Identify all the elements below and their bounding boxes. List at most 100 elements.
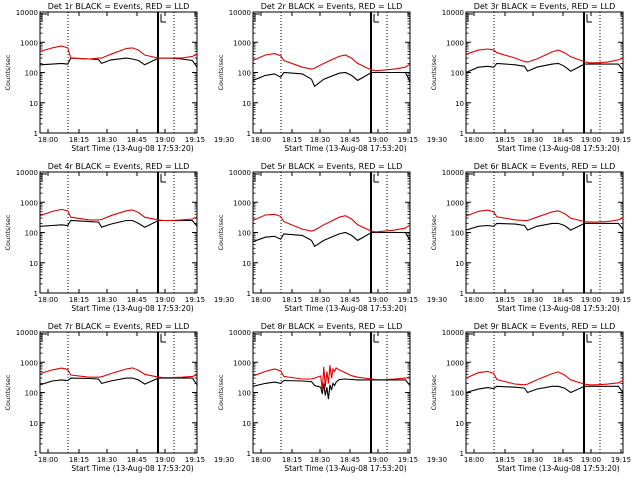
y-axis-label: Counts/sec <box>430 374 438 410</box>
y-tick-label: 10 <box>29 100 38 108</box>
x-tick-label: 18:30 <box>97 456 117 464</box>
series-line-lld <box>39 367 198 379</box>
y-tick-label: 10000 <box>442 9 464 17</box>
flag-marker-left <box>467 13 473 22</box>
flag-marker-right <box>373 334 379 343</box>
x-tick-label: 19:30 <box>427 296 447 304</box>
x-tick-label: 18:45 <box>127 136 147 144</box>
plot-frame <box>465 171 624 294</box>
x-tick-label: 19:15 <box>398 456 418 464</box>
plot-frame <box>252 331 411 454</box>
y-tick-label: 1 <box>247 130 251 138</box>
x-tick-label: 18:15 <box>69 296 89 304</box>
x-tick-label: 18:30 <box>97 296 117 304</box>
panel-title: Det 5r BLACK = Events, RED = LLD <box>261 162 403 171</box>
series-line-events <box>252 231 411 248</box>
y-axis-label: Counts/sec <box>430 214 438 250</box>
x-tick-label: 19:30 <box>427 136 447 144</box>
x-tick-label: 18:30 <box>310 296 330 304</box>
panel-det-3: Det 3r BLACK = Events, RED = LLD 1 10 100 10… <box>430 2 640 153</box>
y-tick-label: 10 <box>242 260 251 268</box>
x-tick-label: 19:00 <box>581 136 601 144</box>
x-tick-label: 18:30 <box>97 136 117 144</box>
y-tick-label: 10000 <box>229 169 251 177</box>
plot-frame <box>39 11 198 134</box>
x-axis-label: Start Time (13-Aug-08 17:53:20) <box>71 144 193 153</box>
x-tick-label: 18:45 <box>553 136 573 144</box>
panel-title: Det 7r BLACK = Events, RED = LLD <box>48 322 190 331</box>
y-tick-label: 1 <box>34 450 38 458</box>
y-tick-label: 10000 <box>16 169 38 177</box>
x-tick-label: 18:45 <box>340 456 360 464</box>
series-line-events <box>39 219 198 228</box>
panel-title: Det 1r BLACK = Events, RED = LLD <box>48 2 190 11</box>
x-tick-label: 18:15 <box>69 456 89 464</box>
x-tick-label: 19:15 <box>185 136 205 144</box>
flag-marker-left <box>254 173 260 182</box>
panel-title: Det 8r BLACK = Events, RED = LLD <box>261 322 403 331</box>
y-axis-label: Counts/sec <box>4 214 12 250</box>
x-tick-label: 18:00 <box>464 136 484 144</box>
y-tick-label: 10000 <box>229 9 251 17</box>
x-tick-label: 19:00 <box>368 296 388 304</box>
x-axis-label: Start Time (13-Aug-08 17:53:20) <box>497 304 619 313</box>
y-tick-label: 10000 <box>16 329 38 337</box>
y-tick-label: 1000 <box>20 199 38 207</box>
x-tick-label: 19:15 <box>185 296 205 304</box>
x-tick-label: 19:00 <box>368 456 388 464</box>
y-tick-label: 1000 <box>446 199 464 207</box>
series-line-lld <box>39 208 198 222</box>
x-tick-label: 18:45 <box>340 296 360 304</box>
y-axis-label: Counts/sec <box>4 374 12 410</box>
y-tick-label: 1000 <box>20 39 38 47</box>
panel-det-1: Det 1r BLACK = Events, RED = LLD 1 10 100 10… <box>4 2 234 153</box>
y-tick-label: 10 <box>242 420 251 428</box>
flag-marker-right <box>373 174 379 183</box>
x-tick-label: 19:00 <box>581 456 601 464</box>
x-tick-label: 19:15 <box>398 136 418 144</box>
x-tick-label: 19:00 <box>155 456 175 464</box>
y-axis-label: Counts/sec <box>430 54 438 90</box>
flag-marker-left <box>41 13 47 22</box>
series-line-events <box>252 71 411 88</box>
x-tick-label: 18:15 <box>495 456 515 464</box>
x-tick-label: 18:15 <box>495 296 515 304</box>
series-line-events <box>465 222 624 231</box>
x-tick-label: 19:30 <box>214 136 234 144</box>
x-tick-label: 18:30 <box>523 456 543 464</box>
x-tick-label: 18:15 <box>69 136 89 144</box>
flag-marker-left <box>41 173 47 182</box>
flag-marker-left <box>254 13 260 22</box>
y-tick-label: 10 <box>455 420 464 428</box>
x-tick-label: 18:00 <box>38 296 58 304</box>
x-axis-label: Start Time (13-Aug-08 17:53:20) <box>284 304 406 313</box>
series-line-lld <box>465 48 624 64</box>
x-tick-label: 18:30 <box>523 136 543 144</box>
y-axis-label: Counts/sec <box>217 374 225 410</box>
x-tick-label: 18:30 <box>523 296 543 304</box>
y-tick-label: 10 <box>455 100 464 108</box>
y-tick-label: 10000 <box>442 169 464 177</box>
series-line-lld <box>39 45 198 60</box>
flag-marker-left <box>254 333 260 342</box>
x-tick-label: 19:00 <box>155 136 175 144</box>
series-line-lld <box>465 209 624 223</box>
y-tick-label: 10 <box>29 420 38 428</box>
y-tick-label: 1000 <box>233 199 251 207</box>
plot-frame <box>465 11 624 134</box>
x-tick-label: 18:45 <box>127 456 147 464</box>
x-tick-label: 18:45 <box>553 456 573 464</box>
y-tick-label: 100 <box>451 390 464 398</box>
flag-marker-right <box>160 14 166 23</box>
x-tick-label: 19:00 <box>581 296 601 304</box>
x-tick-label: 19:30 <box>214 456 234 464</box>
x-tick-label: 19:15 <box>611 296 631 304</box>
y-tick-label: 10 <box>242 100 251 108</box>
x-axis-label: Start Time (13-Aug-08 17:53:20) <box>497 144 619 153</box>
y-tick-label: 10000 <box>229 329 251 337</box>
panel-det-4: Det 4r BLACK = Events, RED = LLD 1 10 100 10… <box>4 162 234 313</box>
y-tick-label: 100 <box>451 70 464 78</box>
panel-title: Det 2r BLACK = Events, RED = LLD <box>261 2 403 11</box>
x-tick-label: 18:00 <box>251 456 271 464</box>
